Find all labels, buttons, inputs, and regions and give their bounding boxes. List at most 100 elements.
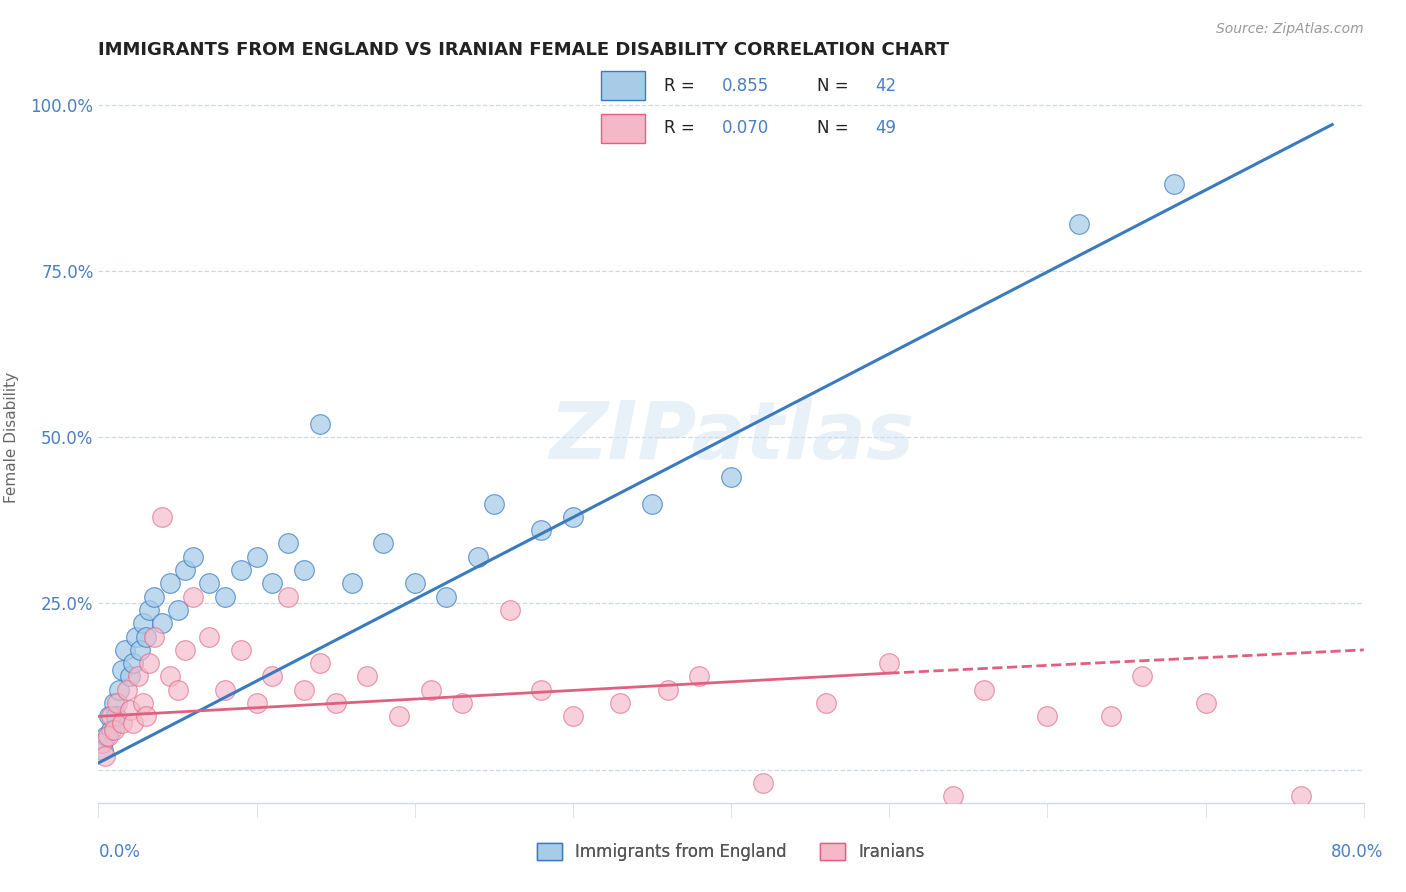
- Text: N =: N =: [817, 77, 853, 95]
- Point: [132, 696, 155, 710]
- Point: [657, 682, 679, 697]
- Point: [103, 696, 125, 710]
- Text: ZIPatlas: ZIPatlas: [548, 398, 914, 476]
- Point: [100, 723, 122, 737]
- Point: [688, 669, 710, 683]
- Point: [142, 630, 165, 644]
- Point: [973, 682, 995, 697]
- Point: [111, 716, 134, 731]
- Point: [128, 643, 150, 657]
- Point: [174, 563, 197, 577]
- Point: [246, 549, 269, 564]
- Point: [942, 789, 965, 804]
- Point: [229, 563, 252, 577]
- Point: [751, 776, 773, 790]
- Point: [292, 563, 315, 577]
- Point: [120, 703, 141, 717]
- Point: [166, 603, 188, 617]
- Point: [174, 643, 197, 657]
- Point: [720, 470, 742, 484]
- Point: [1099, 709, 1122, 723]
- Point: [1289, 789, 1312, 804]
- Point: [103, 723, 125, 737]
- Point: [214, 682, 236, 697]
- Point: [111, 663, 134, 677]
- Point: [198, 576, 221, 591]
- Y-axis label: Female Disability: Female Disability: [4, 371, 20, 503]
- Point: [135, 709, 157, 723]
- Point: [561, 509, 585, 524]
- Point: [356, 669, 378, 683]
- Point: [609, 696, 631, 710]
- Point: [499, 603, 522, 617]
- Point: [309, 656, 332, 670]
- Point: [142, 590, 165, 604]
- Point: [122, 716, 145, 731]
- Point: [150, 616, 173, 631]
- Point: [108, 682, 131, 697]
- Text: N =: N =: [817, 120, 853, 137]
- Text: 42: 42: [876, 77, 897, 95]
- Point: [90, 736, 112, 750]
- Point: [122, 656, 145, 670]
- Point: [325, 696, 347, 710]
- Point: [166, 682, 188, 697]
- Point: [127, 669, 149, 683]
- Point: [419, 682, 441, 697]
- Point: [451, 696, 474, 710]
- Point: [262, 669, 284, 683]
- Point: [277, 590, 299, 604]
- Text: R =: R =: [664, 77, 700, 95]
- FancyBboxPatch shape: [602, 71, 645, 100]
- Point: [340, 576, 363, 591]
- Point: [1163, 178, 1185, 192]
- Point: [100, 709, 122, 723]
- Point: [530, 523, 553, 537]
- Point: [104, 709, 127, 723]
- Point: [91, 742, 114, 756]
- Point: [561, 709, 585, 723]
- Point: [120, 669, 141, 683]
- Text: 0.070: 0.070: [723, 120, 769, 137]
- Point: [114, 643, 136, 657]
- Point: [1069, 217, 1091, 231]
- Point: [277, 536, 299, 550]
- Point: [229, 643, 252, 657]
- Point: [309, 417, 332, 431]
- Point: [96, 729, 118, 743]
- Point: [641, 497, 664, 511]
- Point: [436, 590, 458, 604]
- Point: [482, 497, 505, 511]
- FancyBboxPatch shape: [602, 114, 645, 143]
- Text: 49: 49: [876, 120, 897, 137]
- Point: [404, 576, 426, 591]
- Point: [1130, 669, 1153, 683]
- Point: [138, 656, 160, 670]
- Point: [135, 630, 157, 644]
- Point: [214, 590, 236, 604]
- Text: 80.0%: 80.0%: [1330, 843, 1384, 861]
- Point: [125, 630, 148, 644]
- Text: Source: ZipAtlas.com: Source: ZipAtlas.com: [1216, 22, 1364, 37]
- Point: [138, 603, 160, 617]
- Text: 0.0%: 0.0%: [98, 843, 141, 861]
- Point: [814, 696, 837, 710]
- Point: [183, 590, 205, 604]
- Point: [877, 656, 901, 670]
- Point: [1036, 709, 1059, 723]
- Point: [97, 729, 120, 743]
- Point: [115, 682, 138, 697]
- Point: [132, 616, 155, 631]
- Point: [159, 576, 181, 591]
- Point: [183, 549, 205, 564]
- Point: [198, 630, 221, 644]
- Point: [150, 509, 173, 524]
- Legend: Immigrants from England, Iranians: Immigrants from England, Iranians: [530, 836, 932, 868]
- Point: [1195, 696, 1218, 710]
- Point: [530, 682, 553, 697]
- Text: R =: R =: [664, 120, 700, 137]
- Point: [371, 536, 394, 550]
- Point: [246, 696, 269, 710]
- Text: IMMIGRANTS FROM ENGLAND VS IRANIAN FEMALE DISABILITY CORRELATION CHART: IMMIGRANTS FROM ENGLAND VS IRANIAN FEMAL…: [98, 41, 949, 59]
- Point: [388, 709, 411, 723]
